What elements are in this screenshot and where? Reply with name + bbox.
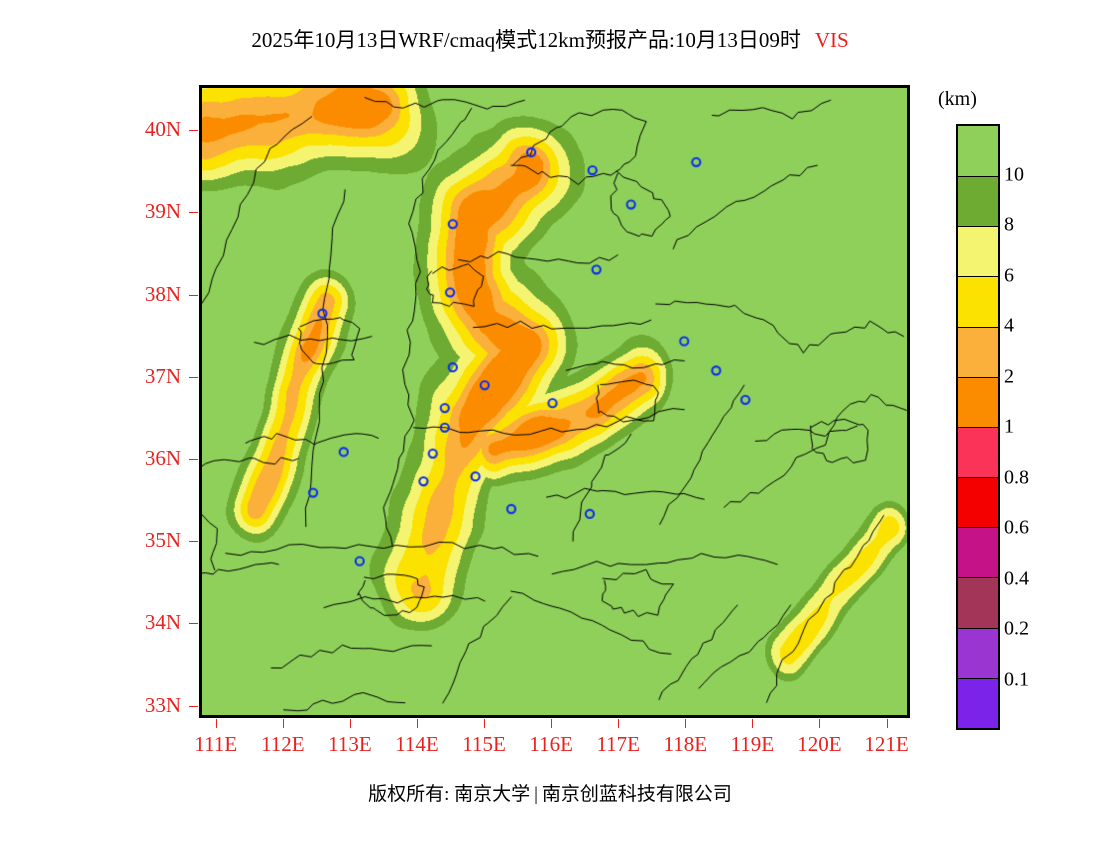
colorbar-band[interactable] [958,226,998,277]
lat-axis-label: 37N [144,363,181,388]
lat-tick [189,376,198,378]
colorbar-band[interactable] [958,176,998,227]
lon-axis-label: 112E [261,732,305,756]
lat-axis-label: 38N [144,281,181,306]
lon-tick [215,719,217,728]
lat-axis-label: 34N [144,610,181,635]
colorbar-tick-label: 6 [1004,264,1014,286]
colorbar[interactable] [956,124,1000,730]
colorbar-band[interactable] [958,426,998,478]
colorbar-tick-label: 0.1 [1004,668,1029,690]
colorbar-tick-label: 0.2 [1004,617,1029,640]
colorbar-tick-label: 2 [1004,365,1014,387]
lon-axis-label: 116E [529,732,573,756]
lat-tick [189,212,198,214]
colorbar-band[interactable] [958,677,998,728]
page-title: 2025年10月13日WRF/cmaq模式12km预报产品:10月13日09时 V… [0,24,1100,54]
lat-tick [189,541,198,543]
lon-tick [551,719,553,728]
lon-tick [484,719,486,728]
footer-copyright-owner: 版权所有: 南京大学 [368,784,531,805]
colorbar-tick-label: 4 [1004,314,1014,337]
footer-company: 南京创蓝科技有限公司 [541,784,732,805]
lat-axis-label: 35N [144,528,181,553]
lon-axis-label: 120E [797,732,842,756]
colorbar-band[interactable] [958,326,998,377]
lat-tick [189,459,198,461]
lon-tick [416,719,418,728]
footer-copyright: 版权所有: 南京大学 | 南京创蓝科技有限公司 [0,779,1100,806]
lon-axis-label: 113E [328,732,372,756]
lon-tick [349,719,351,728]
lon-axis-label: 121E [864,732,909,756]
lat-axis-label: 33N [144,692,181,717]
colorbar-tick-labels: 10 8 6 4 2 1 0.8 0.6 0.4 0.2 0.1 [1004,124,1100,730]
colorbar-band[interactable] [958,527,998,578]
colorbar-band[interactable] [958,126,998,177]
colorbar-tick-label: 10 [1004,163,1024,185]
colorbar-tick-label: 0.4 [1004,567,1029,589]
lon-axis-label: 111E [194,732,238,756]
lon-axis-label: 119E [730,732,775,756]
footer-separator: | [534,784,538,805]
lon-tick [752,719,754,728]
lat-tick [189,623,198,625]
lat-tick [189,705,198,707]
colorbar-band[interactable] [958,577,998,628]
lon-axis-label: 118E [663,732,708,756]
colorbar-band[interactable] [958,477,998,528]
colorbar-tick-label: 0.8 [1004,466,1029,488]
visibility-contour-map [202,88,907,715]
lon-tick [819,719,821,728]
lon-axis-label: 115E [462,732,506,756]
lon-tick [618,719,620,728]
lon-tick [886,719,888,728]
lat-axis-label: 36N [144,446,181,471]
map-plot-area[interactable] [199,85,910,718]
colorbar-band[interactable] [958,376,998,427]
lat-tick [189,130,198,132]
lat-axis-label: 39N [144,199,181,224]
lon-axis-label: 117E [596,732,640,756]
lat-tick [189,294,198,296]
colorbar-tick-label: 1 [1004,415,1014,438]
lon-axis-label: 114E [395,732,439,756]
title-main-text: 2025年10月13日WRF/cmaq模式12km预报产品:10月13日09时 [251,28,801,52]
colorbar-tick-label: 0.6 [1004,516,1029,539]
lon-tick [282,719,284,728]
colorbar-band[interactable] [958,627,998,678]
title-variable-label: VIS [814,28,849,52]
lon-tick [685,719,687,728]
colorbar-band[interactable] [958,276,998,327]
colorbar-tick-label: 8 [1004,213,1014,236]
colorbar-unit-label: (km) [938,88,977,110]
lat-axis-label: 40N [144,117,181,142]
